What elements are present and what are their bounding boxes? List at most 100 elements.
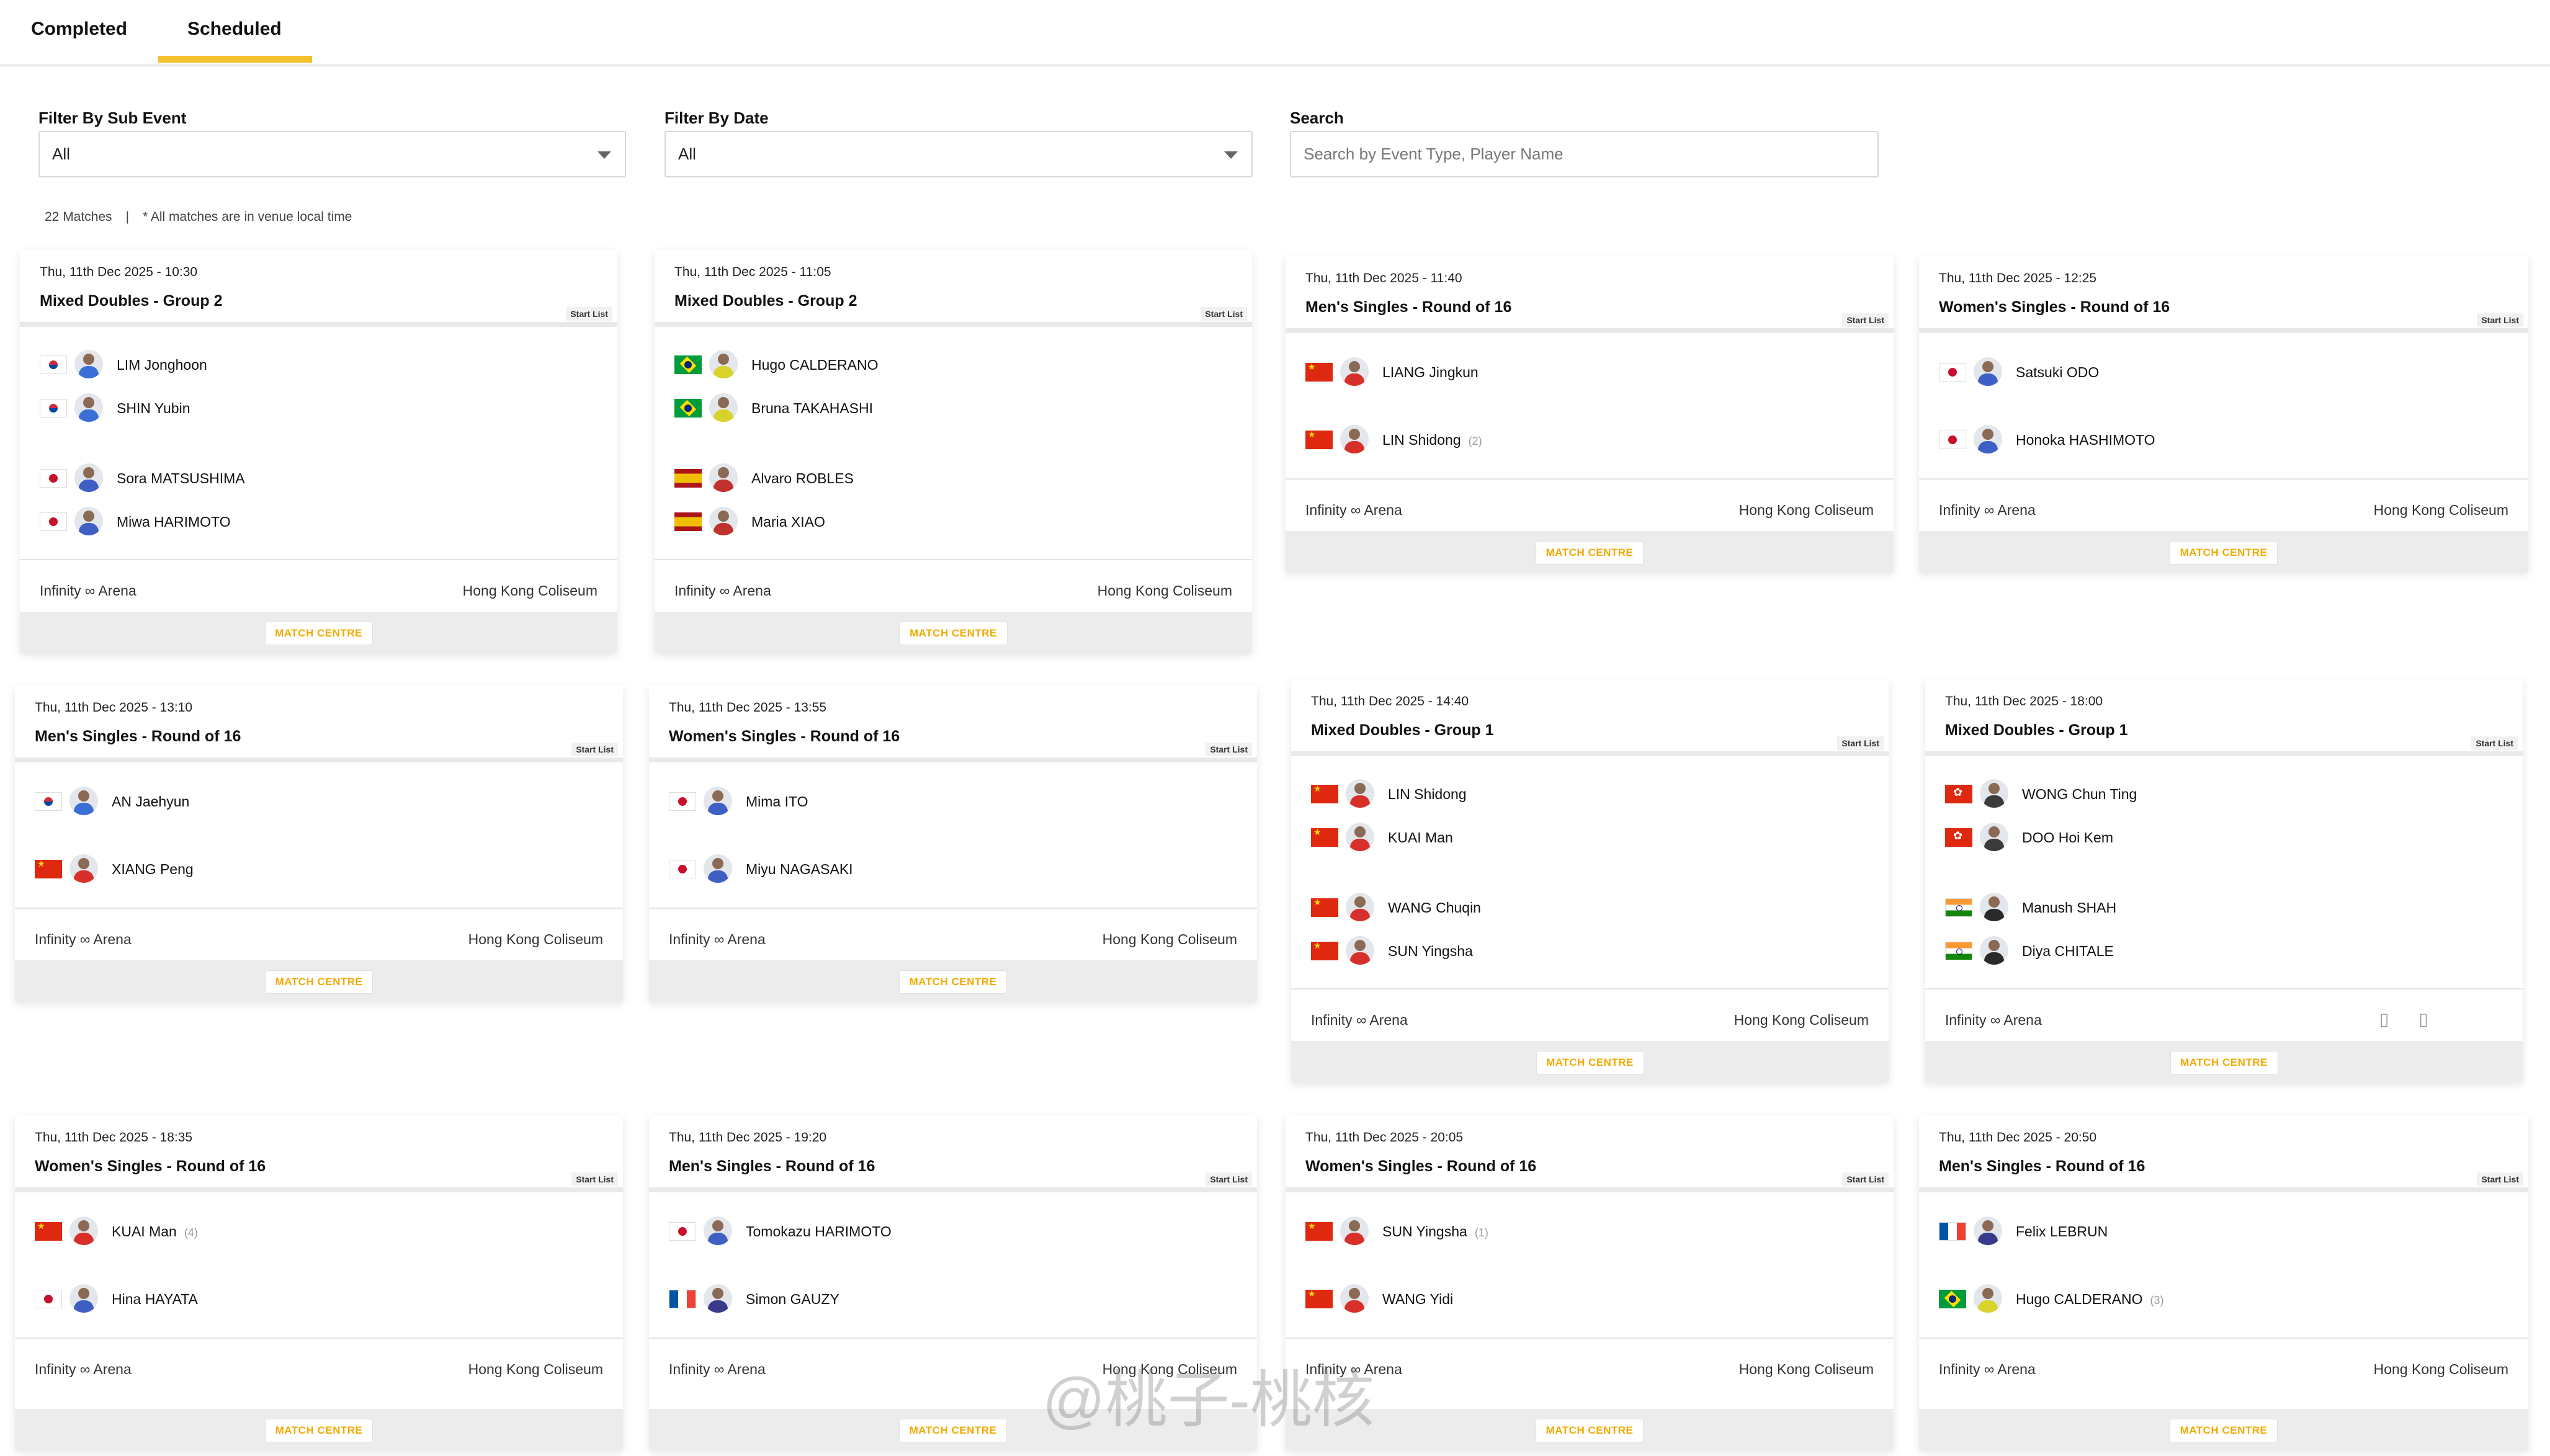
match-title: Mixed Doubles - Group 1 [1311,721,1494,739]
avatar [704,787,732,815]
card-footer: MATCH CENTRE [1291,1041,1889,1083]
player-seed: (3) [2150,1294,2164,1306]
match-centre-button[interactable]: MATCH CENTRE [899,1419,1007,1442]
player-name: WONG Chun Ting [2022,786,2137,802]
match-datetime: Thu, 11th Dec 2025 - 20:05 [1305,1130,1464,1145]
player-name: WANG Yidi [1382,1291,1454,1307]
venue-divider [20,559,617,560]
venue-divider [1919,1338,2528,1339]
start-list-link[interactable]: Start List [2477,313,2523,327]
search-input[interactable]: Search by Event Type, Player Name [1290,131,1879,177]
avatar [69,1284,98,1313]
venue-right: Hong Kong Coliseum [2373,1361,2508,1377]
match-card: Thu, 11th Dec 2025 - 20:05 Women's Single… [1286,1115,1894,1450]
match-title: Women's Singles - Round of 16 [1305,1158,1537,1175]
player-name: LIANG Jingkun [1382,364,1479,380]
stray-marks: ▯ ▯ [2379,1009,2428,1029]
flag-icon-hk [1945,828,1972,847]
start-list-link[interactable]: Start List [1842,1172,1889,1186]
match-centre-button[interactable]: MATCH CENTRE [2170,541,2278,565]
date-select[interactable]: All [664,131,1253,177]
start-list-link[interactable]: Start List [1837,736,1884,750]
match-centre-button[interactable]: MATCH CENTRE [2170,1051,2278,1074]
venue-right: Hong Kong Coliseum [1734,1012,1869,1028]
venue-right: Hong Kong Coliseum [468,1361,603,1377]
active-tab-indicator [158,56,312,63]
avatar [1974,425,2002,453]
search-placeholder: Search by Event Type, Player Name [1304,145,1564,163]
player-name: Diya CHITALE [2022,943,2114,959]
match-centre-button[interactable]: MATCH CENTRE [2170,1419,2278,1442]
match-card: Thu, 11th Dec 2025 - 20:50 Men's Singles … [1919,1115,2528,1450]
player-name: LIN Shidong [1388,786,1467,802]
start-list-link[interactable]: Start List [571,1172,618,1186]
match-centre-button[interactable]: MATCH CENTRE [1536,541,1644,565]
venue-divider [649,1338,1257,1339]
start-list-link[interactable]: Start List [1206,1172,1252,1186]
avatar [1974,1284,2002,1313]
avatar [1980,779,2008,808]
avatar [74,463,103,492]
match-card: Thu, 11th Dec 2025 - 10:30 Mixed Doubles … [20,250,617,653]
meta-separator: | [125,210,130,224]
match-datetime: Thu, 11th Dec 2025 - 18:35 [35,1130,193,1145]
avatar [1346,779,1374,808]
match-datetime: Thu, 11th Dec 2025 - 13:10 [35,700,193,715]
player-name: Mima ITO [746,793,808,810]
match-card: Thu, 11th Dec 2025 - 19:20 Men's Singles … [649,1115,1257,1450]
match-title: Women's Singles - Round of 16 [35,1158,266,1175]
card-footer: MATCH CENTRE [655,612,1252,653]
match-card: Thu, 11th Dec 2025 - 18:00 Mixed Doubles … [1925,679,2523,1083]
header-divider [655,322,1252,327]
match-centre-button[interactable]: MATCH CENTRE [264,622,373,645]
match-centre-button[interactable]: MATCH CENTRE [899,622,1008,645]
card-footer: MATCH CENTRE [1919,1409,2528,1450]
sub-event-select[interactable]: All [38,131,626,177]
venue-right: Hong Kong Coliseum [1738,1361,1874,1377]
header-divider [1286,328,1894,333]
match-title: Women's Singles - Round of 16 [1939,298,2170,316]
start-list-link[interactable]: Start List [571,743,618,756]
match-card: Thu, 11th Dec 2025 - 11:40 Men's Singles … [1286,256,1894,573]
tab-scheduled[interactable]: Scheduled [187,19,282,39]
match-centre-button[interactable]: MATCH CENTRE [1536,1051,1644,1074]
flag-icon-jp [1939,431,1966,449]
avatar [1980,823,2008,851]
player-seed: (2) [1468,435,1482,447]
flag-icon-kr [40,399,67,418]
flag-icon-jp [669,1222,696,1241]
start-list-link[interactable]: Start List [566,307,612,321]
player-name: SHIN Yubin [117,400,190,416]
venue-divider [1925,988,2523,989]
avatar [709,463,738,492]
flag-icon-jp [1939,363,1966,382]
venue-left: Infinity ∞ Arena [669,1361,766,1377]
flag-icon-cn [35,860,62,878]
tab-completed[interactable]: Completed [31,19,128,39]
match-centre-button[interactable]: MATCH CENTRE [265,970,373,994]
flag-icon-cn [1311,785,1338,803]
start-list-link[interactable]: Start List [1201,307,1247,321]
avatar [1974,357,2002,386]
start-list-link[interactable]: Start List [2477,1172,2523,1186]
match-centre-button[interactable]: MATCH CENTRE [1536,1419,1644,1442]
start-list-link[interactable]: Start List [1842,313,1889,327]
start-list-link[interactable]: Start List [2471,736,2518,750]
match-datetime: Thu, 11th Dec 2025 - 20:50 [1939,1130,2097,1145]
venue-right: Hong Kong Coliseum [2373,502,2508,518]
player-name: SUN Yingsha [1388,943,1473,959]
flag-icon-in [1945,898,1972,917]
player-name: Alvaro ROBLES [751,470,854,486]
card-footer: MATCH CENTRE [649,1409,1257,1450]
start-list-link[interactable]: Start List [1206,743,1252,756]
flag-icon-hk [1945,785,1972,803]
match-title: Men's Singles - Round of 16 [1305,298,1512,316]
match-centre-button[interactable]: MATCH CENTRE [899,970,1007,994]
venue-divider [655,559,1252,560]
venue-left: Infinity ∞ Arena [35,931,132,947]
match-title: Mixed Doubles - Group 2 [674,292,857,310]
match-datetime: Thu, 11th Dec 2025 - 10:30 [40,265,198,279]
match-centre-button[interactable]: MATCH CENTRE [265,1419,373,1442]
player-name: Simon GAUZY [746,1291,839,1307]
header-divider [649,1187,1257,1192]
